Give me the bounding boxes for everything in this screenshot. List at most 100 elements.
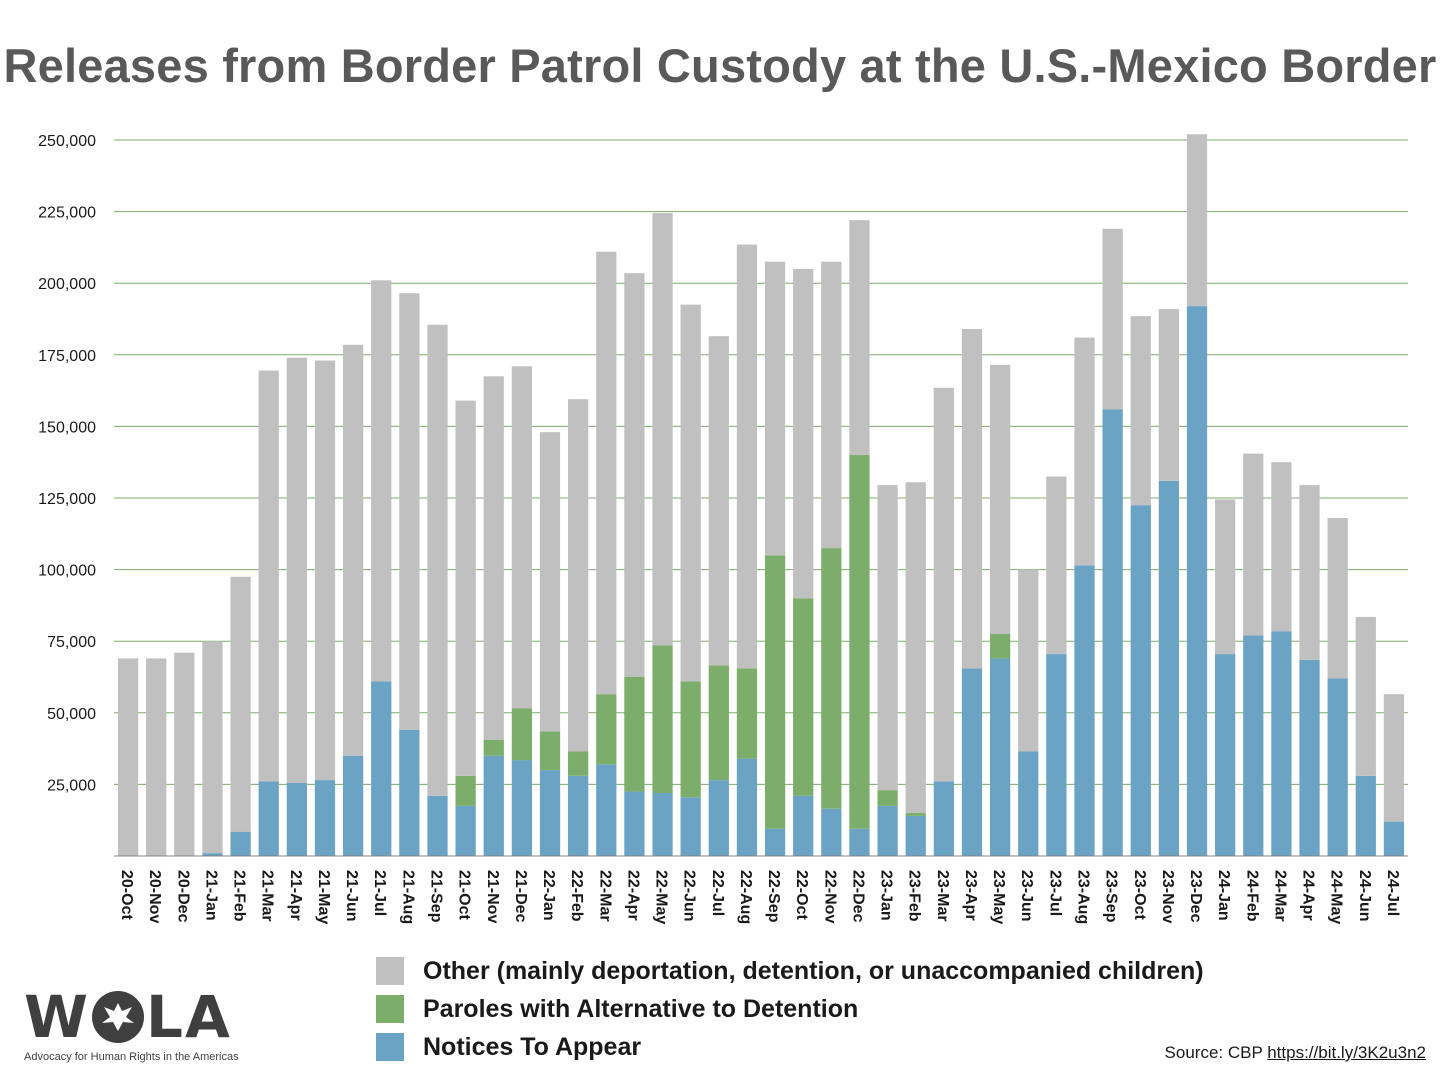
bar-segment-paroles <box>849 455 870 829</box>
x-tick-label: 23-Nov <box>1159 870 1176 923</box>
bar-segment-notices <box>1018 751 1039 856</box>
y-tick-label: 175,000 <box>38 348 96 365</box>
bar-segment-paroles <box>568 751 589 776</box>
bar-segment-other <box>511 366 533 709</box>
bar-segment-notices <box>961 668 983 856</box>
bar-segment-other <box>483 376 504 741</box>
bar-segment-notices <box>596 764 617 856</box>
x-tick-label: 22-Nov <box>821 870 838 923</box>
y-tick-label: 250,000 <box>38 133 96 150</box>
bar-segment-other <box>1102 228 1123 410</box>
bar-segment-notices <box>680 797 701 856</box>
bar-segment-notices <box>1130 505 1151 856</box>
x-tick-label: 20-Dec <box>174 870 191 923</box>
x-tick-label: 20-Oct <box>118 870 135 920</box>
bar-segment-notices <box>652 792 673 856</box>
bar-segment-notices <box>455 805 476 856</box>
bar-segment-notices <box>821 808 842 856</box>
logo-tagline: Advocacy for Human Rights in the America… <box>24 1051 239 1063</box>
bar-segment-paroles <box>511 708 533 761</box>
x-tick-label: 23-Jun <box>1018 870 1035 922</box>
bar-segment-other <box>539 432 561 732</box>
x-tick-label: 22-Aug <box>737 870 754 924</box>
bar-segment-notices <box>1299 659 1320 856</box>
bar-segment-paroles <box>680 681 701 798</box>
x-tick-label: 21-Jan <box>202 870 219 921</box>
x-tick-label: 23-Aug <box>1075 870 1092 924</box>
eagle-emblem-icon <box>91 991 144 1043</box>
bar-segment-other <box>1383 694 1405 822</box>
x-tick-label: 22-Jan <box>540 870 557 921</box>
bar-segment-other <box>989 364 1011 635</box>
bar-segment-other <box>1355 616 1376 776</box>
bar-segment-other <box>764 261 786 556</box>
x-tick-label: 21-Dec <box>512 870 529 923</box>
x-tick-label: 23-Mar <box>934 870 951 922</box>
bar-segment-notices <box>1243 635 1264 856</box>
y-tick-label: 25,000 <box>47 777 96 794</box>
y-tick-label: 50,000 <box>47 706 96 723</box>
bar-segment-notices <box>1327 678 1348 856</box>
bar-segment-notices <box>1215 654 1236 856</box>
bar-segment-other <box>1046 476 1067 655</box>
x-tick-label: 23-Oct <box>1131 870 1148 920</box>
y-tick-labels: 25,000 50,000 75,000 100,000 125,000 150,000 1… <box>38 133 96 794</box>
legend-label-paroles: Paroles with Alternative to Detention <box>423 994 859 1023</box>
x-tick-label: 21-Feb <box>231 870 248 922</box>
bar-segment-notices <box>1383 821 1405 856</box>
legend-swatch-notices <box>376 1033 404 1061</box>
bar-segment-other <box>342 344 364 756</box>
bar-segment-notices <box>371 681 392 856</box>
bar-segment-other <box>1018 569 1039 752</box>
bar-segment-notices <box>427 795 448 856</box>
x-tick-label: 23-Sep <box>1103 870 1120 923</box>
bar-segment-paroles <box>483 740 504 756</box>
bar-segment-notices <box>399 729 420 856</box>
y-tick-label: 75,000 <box>47 634 96 651</box>
bar-segment-other <box>624 273 645 677</box>
source-link[interactable]: https://bit.ly/3K2u3n2 <box>1267 1043 1426 1062</box>
bar-segment-other <box>1158 308 1180 481</box>
x-tick-label: 22-May <box>653 870 670 924</box>
legend: Other (mainly deportation, detention, or… <box>376 952 1204 1066</box>
x-tick-label: 23-Apr <box>962 870 979 921</box>
bar-segment-other <box>1271 462 1292 632</box>
bar-segment-notices <box>511 760 533 856</box>
bar-segment-other <box>652 213 673 646</box>
bar-segment-paroles <box>652 645 673 793</box>
legend-item-other: Other (mainly deportation, detention, or… <box>376 952 1204 990</box>
bar-segment-other <box>117 658 139 856</box>
y-tick-label: 100,000 <box>38 563 96 580</box>
bar-segment-other <box>680 304 701 682</box>
bar-segment-other <box>568 399 589 752</box>
bar-segment-other <box>1327 518 1348 679</box>
bar-segment-other <box>286 357 307 783</box>
bar-segment-other <box>314 360 336 781</box>
logo-letters-right: LA <box>145 983 232 1051</box>
bar-segment-notices <box>905 815 926 856</box>
bar-segment-paroles <box>793 598 814 796</box>
x-tick-label: 23-Dec <box>1187 870 1204 923</box>
x-tick-label: 24-Feb <box>1243 870 1260 922</box>
bar-segment-notices <box>1271 631 1292 856</box>
logo-letters-left: W <box>24 983 90 1051</box>
bar-segment-notices <box>202 853 223 856</box>
bar-segment-other <box>1074 337 1095 566</box>
bar-segment-paroles <box>905 813 926 816</box>
x-tick-label: 22-Feb <box>568 870 585 922</box>
x-tick-label: 22-Jun <box>681 870 698 922</box>
x-tick-label: 22-Jul <box>709 870 726 916</box>
bar-segment-other <box>708 336 729 666</box>
bar-segment-other <box>793 268 814 599</box>
bar-segment-other <box>371 280 392 682</box>
y-tick-label: 150,000 <box>38 419 96 436</box>
bar-segment-notices <box>568 775 589 856</box>
bar-segment-notices <box>230 831 251 856</box>
bar-segment-notices <box>1158 480 1180 856</box>
bar-segment-other <box>1130 316 1151 506</box>
bar-segment-notices <box>736 758 758 856</box>
x-tick-label: 21-Aug <box>399 870 416 924</box>
x-tick-label: 23-Jul <box>1046 870 1063 916</box>
bar-segment-paroles <box>877 790 898 806</box>
bar-segment-notices <box>1355 775 1376 856</box>
